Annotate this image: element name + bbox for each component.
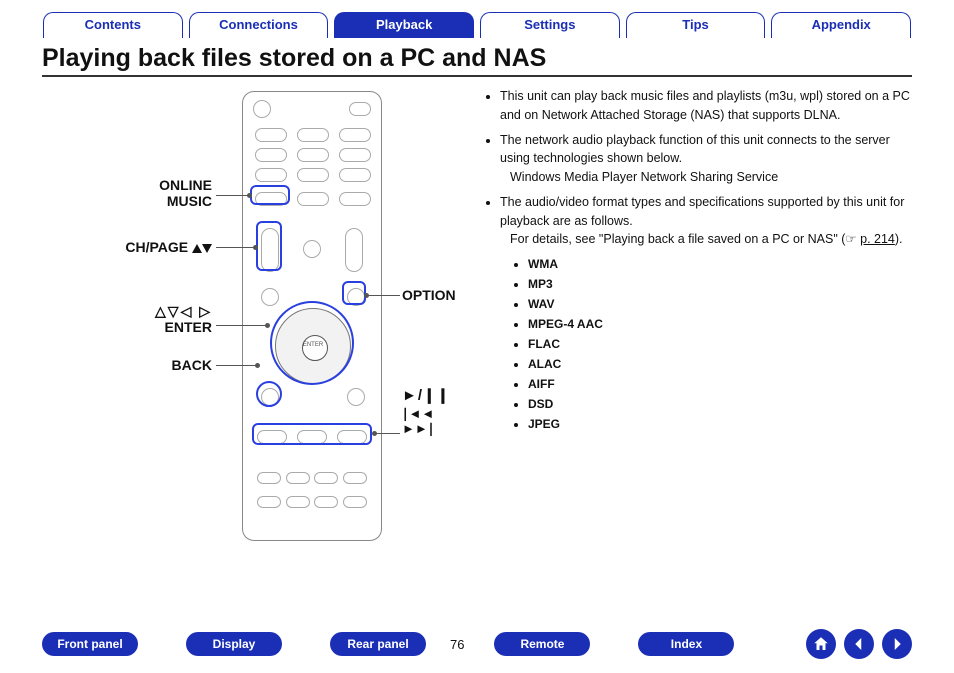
leader-line	[374, 433, 400, 434]
label-prev-next: ∣◄◄ ►►∣	[402, 407, 462, 437]
bullet-3-sub: For details, see "Playing back a file sa…	[500, 230, 912, 249]
remote-btn	[297, 148, 329, 162]
page-title: Playing back files stored on a PC and NA…	[42, 44, 912, 77]
remote-info-btn	[261, 288, 279, 306]
label-play-pause: ►/❙❙	[402, 387, 450, 404]
highlight-option	[342, 281, 366, 305]
remote-smart-row	[257, 472, 367, 484]
home-icon[interactable]	[806, 629, 836, 659]
highlight-back	[256, 381, 282, 407]
remote-sound-row	[257, 496, 367, 508]
label-back: BACK	[152, 357, 212, 373]
label-option: OPTION	[402, 287, 456, 303]
tab-settings[interactable]: Settings	[480, 12, 620, 38]
page-number: 76	[450, 637, 464, 652]
format-item: JPEG	[528, 415, 912, 433]
format-item: MPEG-4 AAC	[528, 315, 912, 333]
highlight-transport	[252, 423, 372, 445]
format-item: ALAC	[528, 355, 912, 373]
btn-index[interactable]: Index	[638, 632, 734, 656]
btn-front-panel[interactable]: Front panel	[42, 632, 138, 656]
top-tabs: Contents Connections Playback Settings T…	[0, 0, 954, 38]
format-item: WMA	[528, 255, 912, 273]
remote-mute-icon	[303, 240, 321, 258]
leader-line	[366, 295, 400, 296]
bullet-3: The audio/video format types and specifi…	[500, 193, 912, 249]
label-enter: △▽◁ ▷ ENTER	[102, 303, 212, 335]
nav-icons	[806, 629, 912, 659]
leader-line	[216, 195, 250, 196]
bottom-bar: Front panel Display Rear panel 76 Remote…	[0, 629, 954, 659]
remote-btn	[297, 192, 329, 206]
leader-line	[216, 247, 256, 248]
remote-btn	[349, 102, 371, 116]
remote-btn	[339, 168, 371, 182]
bullet-1: This unit can play back music files and …	[500, 87, 912, 125]
highlight-chpage	[256, 221, 282, 271]
remote-btn	[255, 168, 287, 182]
remote-btn	[297, 128, 329, 142]
leader-line	[216, 325, 268, 326]
remote-btn	[255, 148, 287, 162]
remote-btn	[339, 128, 371, 142]
bullet-2: The network audio playback function of t…	[500, 131, 912, 187]
power-button-icon	[253, 100, 271, 118]
tab-tips[interactable]: Tips	[626, 12, 766, 38]
highlight-online-music	[250, 185, 290, 205]
leader-line	[216, 365, 258, 366]
label-chpage: CH/PAGE	[92, 239, 212, 255]
remote-setup-btn	[347, 388, 365, 406]
bullet-2-sub: Windows Media Player Network Sharing Ser…	[500, 168, 912, 187]
description-column: This unit can play back music files and …	[482, 87, 912, 557]
next-page-icon[interactable]	[882, 629, 912, 659]
btn-remote[interactable]: Remote	[494, 632, 590, 656]
remote-diagram-column: ONLINE MUSIC CH/PAGE △▽◁ ▷ ENTER BACK OP…	[42, 87, 462, 557]
remote-btn	[339, 148, 371, 162]
remote-volume-rocker	[345, 228, 363, 272]
format-item: DSD	[528, 395, 912, 413]
remote-btn	[339, 192, 371, 206]
format-item: AIFF	[528, 375, 912, 393]
format-item: WAV	[528, 295, 912, 313]
btn-display[interactable]: Display	[186, 632, 282, 656]
format-item: MP3	[528, 275, 912, 293]
format-item: FLAC	[528, 335, 912, 353]
triangle-down-icon	[202, 244, 212, 253]
tab-appendix[interactable]: Appendix	[771, 12, 911, 38]
tab-playback[interactable]: Playback	[334, 12, 474, 38]
label-online-music: ONLINE MUSIC	[112, 177, 212, 209]
prev-page-icon[interactable]	[844, 629, 874, 659]
page-ref-link[interactable]: p. 214	[860, 232, 895, 246]
btn-rear-panel[interactable]: Rear panel	[330, 632, 426, 656]
format-list: WMA MP3 WAV MPEG-4 AAC FLAC ALAC AIFF DS…	[482, 255, 912, 433]
main-content: ONLINE MUSIC CH/PAGE △▽◁ ▷ ENTER BACK OP…	[0, 87, 954, 557]
remote-btn	[255, 128, 287, 142]
ref-icon: ☞	[845, 232, 856, 246]
triangle-up-icon	[192, 244, 202, 253]
tab-contents[interactable]: Contents	[43, 12, 183, 38]
tab-connections[interactable]: Connections	[189, 12, 329, 38]
remote-btn	[297, 168, 329, 182]
